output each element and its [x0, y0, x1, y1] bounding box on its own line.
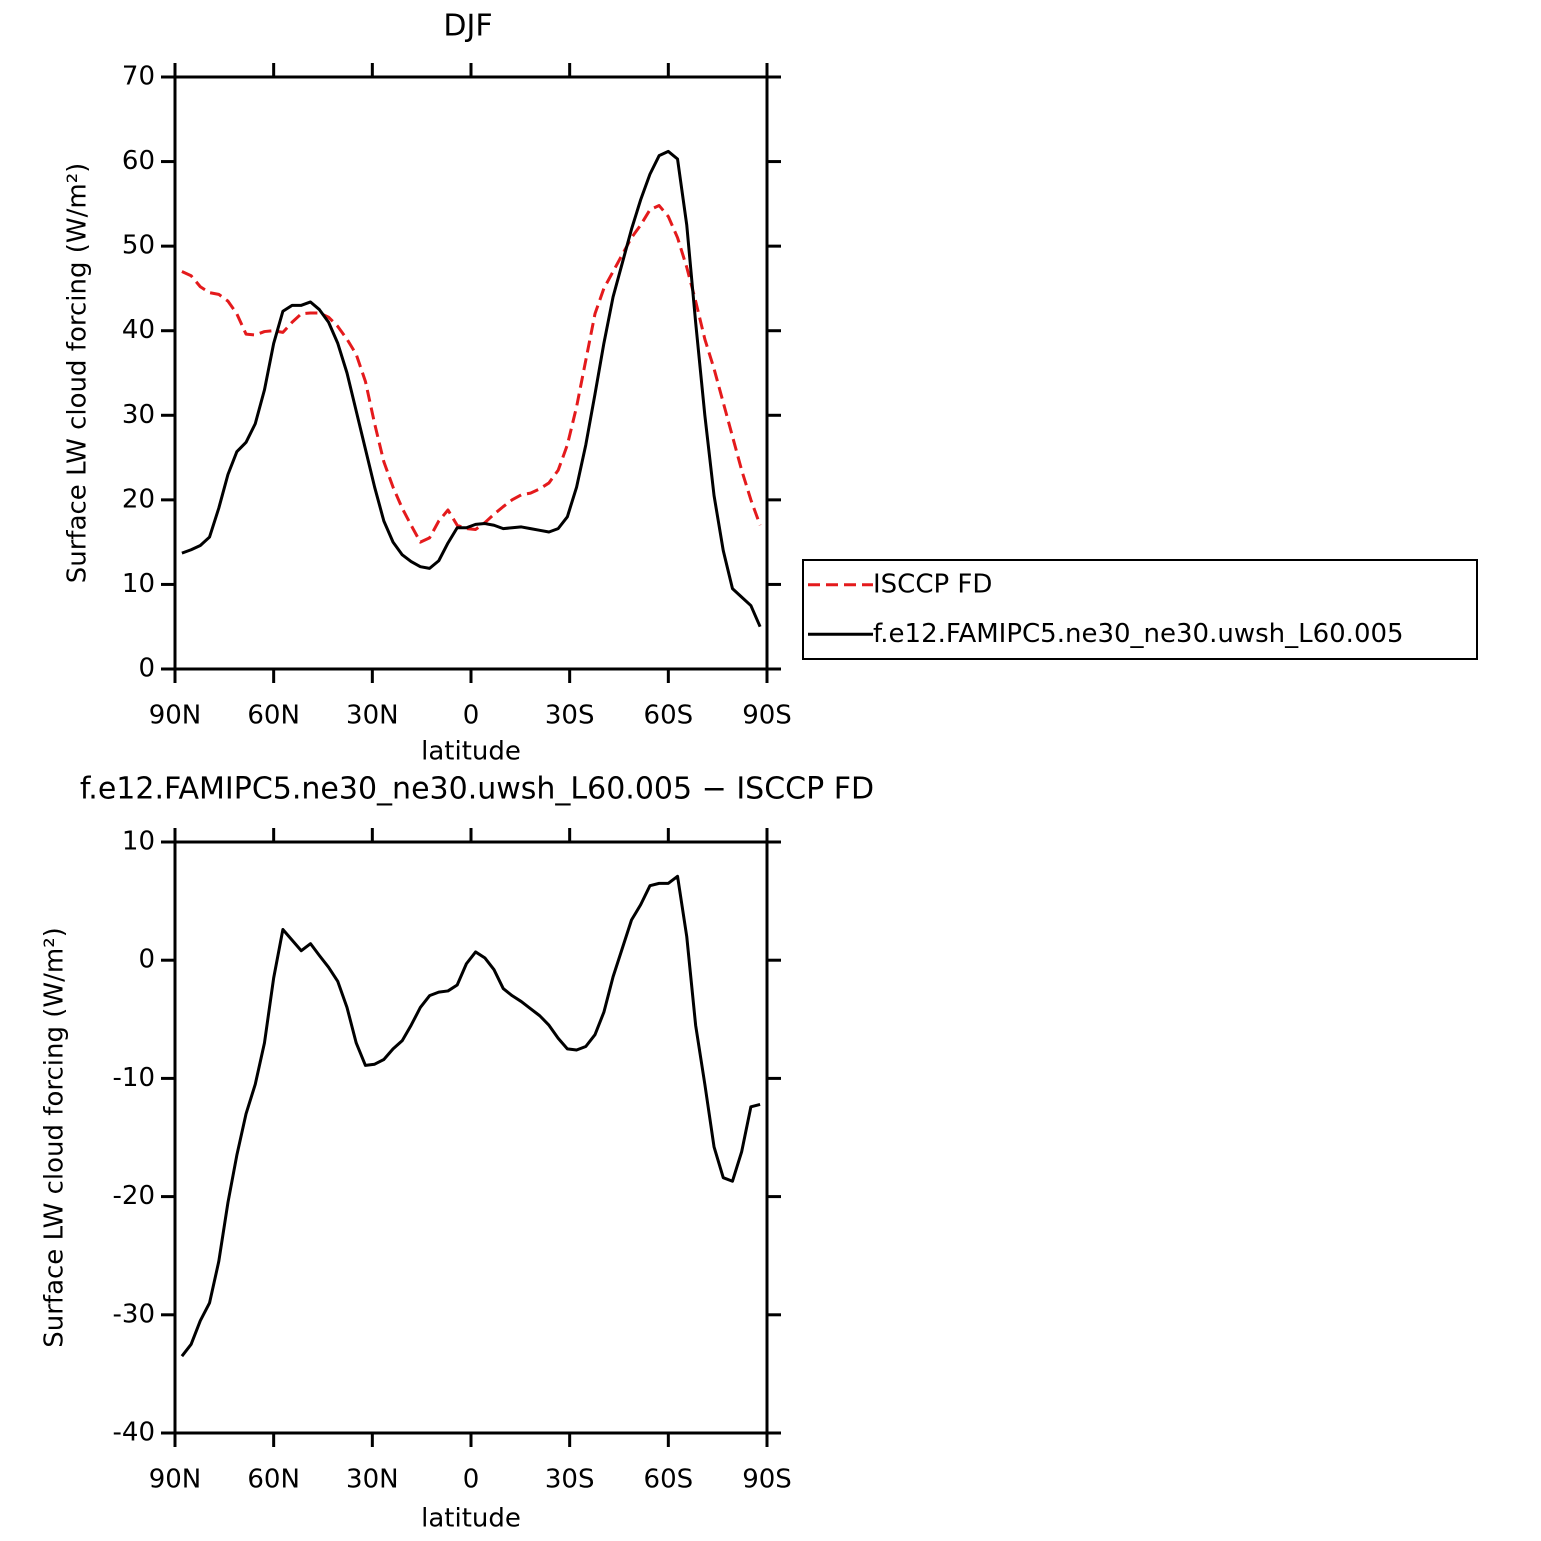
x-tick-label: 30N — [346, 1465, 399, 1495]
x-tick-label: 60S — [644, 701, 694, 731]
chart-title: DJF — [443, 9, 492, 44]
y-tick-label: 70 — [122, 62, 155, 92]
data-line — [181, 149, 762, 628]
y-tick-label: 50 — [122, 231, 155, 261]
y-tick-label: 0 — [138, 654, 155, 684]
x-tick-label: 90S — [742, 701, 792, 731]
legend-label: f.e12.FAMIPC5.ne30_ne30.uwsh_L60.005 — [873, 619, 1404, 649]
x-tick-label: 30N — [346, 701, 399, 731]
x-axis-label: latitude — [421, 1504, 521, 1534]
y-tick-label: 20 — [122, 484, 155, 514]
x-tick-label: 0 — [463, 1465, 480, 1495]
y-tick-label: 40 — [122, 315, 155, 345]
x-tick-label: 90S — [742, 1465, 792, 1495]
x-tick-label: 90N — [149, 701, 202, 731]
x-tick-label: 90N — [149, 1465, 202, 1495]
data-line — [180, 874, 761, 1358]
y-tick-label: -40 — [113, 1418, 155, 1448]
plot-frame — [173, 75, 769, 671]
legend-label: ISCCP FD — [873, 569, 992, 599]
x-tick-label: 60N — [247, 701, 300, 731]
y-axis-label: Surface LW cloud forcing (W/m²) — [40, 927, 70, 1348]
chart-title: f.e12.FAMIPC5.ne30_ne30.uwsh_L60.005 − I… — [80, 772, 874, 807]
y-tick-label: 10 — [122, 827, 155, 857]
y-tick-label: -30 — [113, 1299, 155, 1329]
plot-frame — [173, 840, 769, 1435]
y-tick-label: 60 — [122, 146, 155, 176]
y-tick-label: -10 — [113, 1063, 155, 1093]
x-tick-label: 60S — [644, 1465, 694, 1495]
y-tick-label: 10 — [122, 569, 155, 599]
x-axis-label: latitude — [421, 737, 521, 767]
y-tick-label: -20 — [113, 1181, 155, 1211]
x-tick-label: 30S — [545, 1465, 595, 1495]
x-tick-label: 60N — [247, 1465, 300, 1495]
y-tick-label: 0 — [138, 945, 155, 975]
x-tick-label: 30S — [545, 701, 595, 731]
legend-box — [802, 559, 1478, 660]
x-tick-label: 0 — [463, 701, 480, 731]
y-axis-label: Surface LW cloud forcing (W/m²) — [63, 163, 93, 584]
y-tick-label: 30 — [122, 400, 155, 430]
